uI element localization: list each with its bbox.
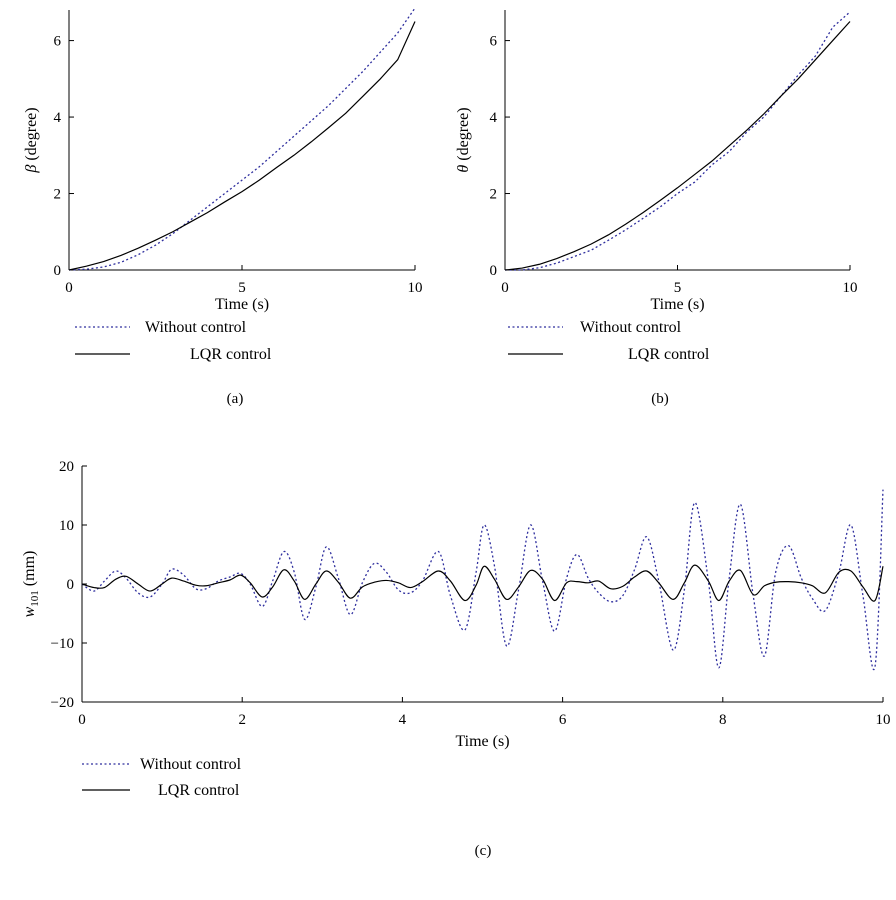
- x-tick-label: 8: [719, 712, 727, 728]
- y-tick-label: −10: [51, 636, 74, 652]
- y-axis-label-unit: (degree): [23, 107, 40, 164]
- y-tick-label: −20: [51, 695, 74, 711]
- x-tick-label: 10: [408, 280, 423, 296]
- x-tick-label: 2: [238, 712, 246, 728]
- legend-label: LQR control: [628, 346, 710, 363]
- y-axis-label-unit: (mm): [21, 551, 38, 591]
- legend-label: Without control: [145, 319, 247, 336]
- x-tick-label: 6: [559, 712, 567, 728]
- y-tick-label: 0: [54, 263, 62, 279]
- legend-label: LQR control: [158, 782, 240, 799]
- panel-label: (a): [227, 391, 244, 407]
- x-axis-label: Time (s): [215, 296, 269, 313]
- y-tick-label: 6: [490, 34, 498, 50]
- x-tick-label: 5: [674, 280, 682, 296]
- y-tick-label: 0: [67, 577, 75, 593]
- x-axis-label: Time (s): [650, 296, 704, 313]
- y-tick-label: 4: [490, 110, 498, 126]
- y-tick-label: 6: [54, 34, 62, 50]
- series-without-control: [505, 11, 851, 271]
- y-axis-label-symbol: θ: [455, 165, 472, 173]
- panel-a: 0 5 10 0 2 4 6 Time (s) β (degree) Without contro…: [23, 7, 423, 407]
- series-lqr-control: [81, 564, 884, 602]
- panel-c: 0 2 4 6 8 10 −20 −10 0 10 20 Time (s) w101 (mm) Witho…: [21, 459, 891, 859]
- y-axis-label: w101 (mm): [21, 551, 41, 618]
- x-tick-label: 0: [78, 712, 86, 728]
- legend-label: LQR control: [190, 346, 272, 363]
- series-lqr-control: [68, 21, 416, 271]
- y-axis-label-unit: (degree): [455, 107, 472, 164]
- x-tick-label: 0: [65, 280, 73, 296]
- series-lqr-control: [504, 21, 851, 271]
- series-without-control: [81, 489, 884, 671]
- series-without-control: [68, 7, 416, 271]
- x-tick-label: 0: [501, 280, 509, 296]
- x-tick-label: 10: [876, 712, 891, 728]
- x-tick-label: 4: [399, 712, 407, 728]
- y-axis-label-symbol: β: [23, 165, 40, 174]
- y-tick-label: 0: [490, 263, 498, 279]
- panel-b: 0 5 10 0 2 4 6 Time (s) θ (degree) Without contro…: [455, 10, 858, 407]
- panel-label: (c): [475, 843, 492, 859]
- y-axis-label: θ (degree): [455, 107, 472, 172]
- y-tick-label: 2: [54, 187, 62, 203]
- y-axis-label: β (degree): [23, 107, 40, 173]
- y-tick-label: 4: [54, 110, 62, 126]
- y-tick-label: 2: [490, 187, 498, 203]
- x-tick-label: 10: [843, 280, 858, 296]
- legend-label: Without control: [580, 319, 682, 336]
- y-axis-label-symbol: w: [21, 606, 38, 617]
- x-tick-label: 5: [238, 280, 246, 296]
- y-tick-label: 10: [59, 518, 74, 534]
- y-tick-label: 20: [59, 459, 74, 475]
- x-axis-label: Time (s): [455, 733, 509, 750]
- panel-label: (b): [651, 391, 669, 407]
- legend-label: Without control: [140, 756, 242, 773]
- y-axis-label-subscript: 101: [29, 590, 41, 607]
